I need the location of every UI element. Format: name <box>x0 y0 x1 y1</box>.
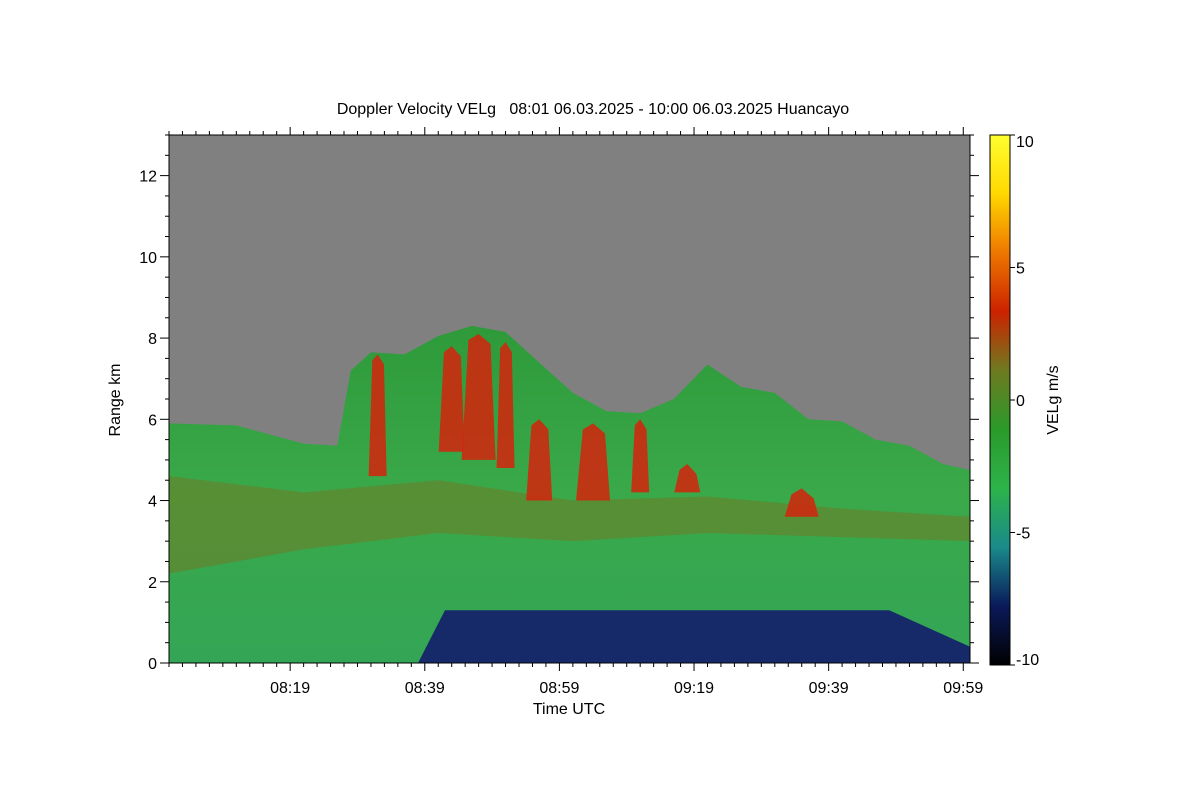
x-tick-label: 09:19 <box>674 680 714 697</box>
x-tick-label: 08:59 <box>539 680 579 697</box>
y-tick-label: 8 <box>148 331 157 348</box>
colorbar-tick-label: 0 <box>1016 393 1025 410</box>
weak-updraft-band <box>169 476 970 574</box>
y-tick-label: 2 <box>148 575 157 592</box>
colorbar-tick-label: -10 <box>1016 652 1039 669</box>
y-tick-label: 12 <box>139 169 157 186</box>
updraft-cell <box>631 419 650 493</box>
x-tick-label: 08:39 <box>405 680 445 697</box>
updraft-cell <box>526 419 553 501</box>
colorbar-ticks: 10 5 0 -5 -10 <box>1010 134 1039 669</box>
colorbar-tick-label: 5 <box>1016 261 1025 278</box>
chart-title: Doppler Velocity VELg 08:01 06.03.2025 -… <box>337 101 849 118</box>
x-axis-label: Time UTC <box>533 701 605 718</box>
cloud-velocity-field <box>169 325 970 663</box>
updraft-cell <box>784 488 819 517</box>
updraft-cell <box>674 463 701 493</box>
x-tick-label: 09:39 <box>809 680 849 697</box>
y-tick-label: 10 <box>139 250 157 267</box>
colorbar-scale <box>989 134 1011 666</box>
colorbar-label: VELg m/s <box>1045 365 1062 434</box>
updraft-cell <box>496 342 515 469</box>
updraft-cell <box>461 334 496 460</box>
colorbar: 10 5 0 -5 -10 VELg m/s <box>989 134 1062 669</box>
updraft-cell <box>576 423 611 501</box>
plot-area <box>169 135 970 663</box>
y-axis: 0 2 4 6 8 10 12 <box>139 134 979 673</box>
downdraft-layer <box>418 610 970 663</box>
updraft-cells <box>368 334 819 517</box>
y-axis-label: Range km <box>107 364 124 437</box>
y-tick-label: 6 <box>148 412 157 429</box>
updraft-cell <box>438 346 465 452</box>
x-tick-label: 09:59 <box>943 680 983 697</box>
updraft-cell <box>368 354 387 477</box>
colorbar-tick-label: 10 <box>1016 134 1034 151</box>
y-tick-label: 4 <box>148 494 157 511</box>
x-axis: 08:19 08:39 08:59 09:19 09:39 09:59 <box>168 127 983 697</box>
x-tick-label: 08:19 <box>270 680 310 697</box>
y-tick-label: 0 <box>148 656 157 673</box>
colorbar-tick-label: -5 <box>1016 526 1030 543</box>
